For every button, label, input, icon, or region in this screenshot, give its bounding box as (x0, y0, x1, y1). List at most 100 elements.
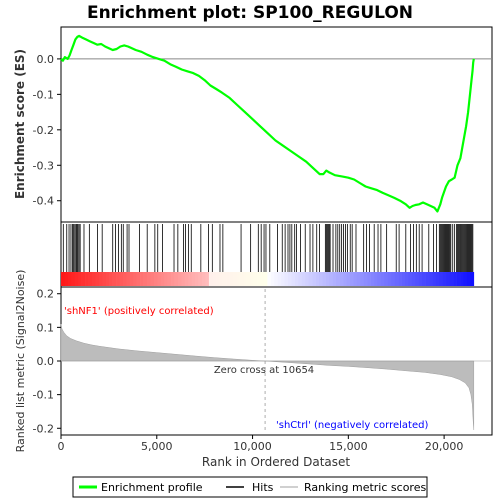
rank-color-segment (349, 272, 354, 286)
rank-color-segment (394, 272, 399, 286)
negative-correlation-label: 'shCtrl' (negatively correlated) (276, 420, 428, 431)
rank-color-segment (405, 272, 409, 286)
rank-color-segment (150, 272, 155, 286)
zero-cross-label: Zero cross at 10654 (214, 365, 314, 376)
rank-color-segment (435, 272, 440, 286)
rank-color-segment (336, 272, 340, 286)
legend-hits-label: Hits (252, 481, 274, 494)
legend-metric-label: Ranking metric scores (304, 481, 426, 494)
rank-color-segment (353, 272, 358, 286)
es-series (60, 34, 475, 213)
x-axis: 0 5,000 10,000 15,000 20,000 (58, 435, 463, 453)
rank-color-segment (411, 272, 416, 286)
rank-color-segment (267, 272, 272, 286)
rank-color-segment (466, 272, 471, 286)
rank-color-segment (222, 272, 227, 286)
rank-color-segment (425, 272, 430, 286)
rank-color-segment (143, 272, 148, 286)
rank-color-segment (294, 272, 299, 286)
metric-y-tick-label: 0.2 (37, 288, 55, 301)
rank-color-segment (112, 272, 117, 286)
rank-color-segment (184, 272, 189, 286)
rank-color-segment (140, 272, 144, 286)
rank-color-segment (422, 272, 426, 286)
rank-color-segment (463, 272, 468, 286)
rank-color-segment (429, 272, 433, 286)
rank-color-segment (116, 272, 120, 286)
rank-color-segment (195, 272, 199, 286)
rank-color-segment (356, 272, 361, 286)
rank-color-segment (325, 272, 330, 286)
es-y-tick-label: -0.4 (33, 195, 54, 208)
rank-color-segment (67, 272, 72, 286)
rank-color-segment (322, 272, 327, 286)
rank-color-segment (88, 272, 93, 286)
rank-color-segment (153, 272, 158, 286)
rank-color-segment (171, 272, 175, 286)
metric-y-axis: 0.2 0.1 0.0 -0.1 -0.2 (33, 288, 61, 435)
rank-color-segment (177, 272, 182, 286)
legend (72, 476, 428, 498)
rank-color-segment (198, 272, 203, 286)
rank-color-segment (460, 272, 464, 286)
rank-color-segment (449, 272, 454, 286)
rank-color-segment (298, 272, 303, 286)
es-y-label: Enrichment score (ES) (13, 49, 27, 199)
hit-markers (62, 224, 474, 273)
es-y-tick-label: -0.2 (33, 124, 54, 137)
rank-color-segment (418, 272, 423, 286)
rank-color-segment (229, 272, 234, 286)
rank-color-segment (181, 272, 186, 286)
rank-color-segment (446, 272, 451, 286)
rank-color-segment (401, 272, 406, 286)
rank-color-segment (281, 272, 285, 286)
rank-color-segment (85, 272, 89, 286)
rank-color-segment (202, 272, 206, 286)
rank-color-segment (374, 272, 378, 286)
ranking-metric-series (60, 289, 492, 433)
rank-color-segment (456, 272, 461, 286)
rank-color-segment (432, 272, 437, 286)
metric-y-label: Ranked list metric (Signal2Noise) (14, 270, 27, 453)
chart-title: Enrichment plot: SP100_REGULON (87, 3, 413, 23)
rank-color-segment (236, 272, 241, 286)
rank-color-segment (160, 272, 165, 286)
es-y-tick-label: -0.1 (33, 88, 54, 101)
metric-y-tick-label: 0.0 (37, 355, 55, 368)
rank-color-segment (263, 272, 268, 286)
rank-color-segment (243, 272, 248, 286)
rank-color-segment (367, 272, 371, 286)
rank-color-segment (205, 272, 210, 286)
rank-color-segment (319, 272, 323, 286)
rank-color-segment (164, 272, 168, 286)
es-y-axis: 0.0 -0.1 -0.2 -0.3 -0.4 (33, 53, 61, 208)
rank-color-segment (453, 272, 457, 286)
enrichment-profile-line (60, 34, 475, 213)
rank-color-segment (119, 272, 124, 286)
rank-color-segment (343, 272, 347, 286)
rank-color-segment (288, 272, 292, 286)
rank-color-segment (384, 272, 389, 286)
rank-color-segment (363, 272, 368, 286)
enrichment-panel (60, 26, 493, 223)
rank-color-segment (387, 272, 392, 286)
rank-color-segment (157, 272, 162, 286)
rank-color-segment (95, 272, 100, 286)
rank-color-segment (391, 272, 395, 286)
rank-color-segment (81, 272, 86, 286)
rank-color-segment (270, 272, 275, 286)
rank-color-segment (226, 272, 230, 286)
es-y-tick-label: -0.3 (33, 159, 54, 172)
rank-color-segment (105, 272, 110, 286)
rank-color-segment (239, 272, 244, 286)
rank-color-segment (284, 272, 289, 286)
rank-color-segment (346, 272, 351, 286)
rank-color-segment (377, 272, 382, 286)
rank-color-segment (191, 272, 196, 286)
metric-y-tick-label: 0.1 (37, 321, 55, 334)
rank-color-segment (174, 272, 179, 286)
rank-color-segment (398, 272, 402, 286)
rank-color-segment (439, 272, 444, 286)
es-y-tick-label: 0.0 (37, 53, 55, 66)
